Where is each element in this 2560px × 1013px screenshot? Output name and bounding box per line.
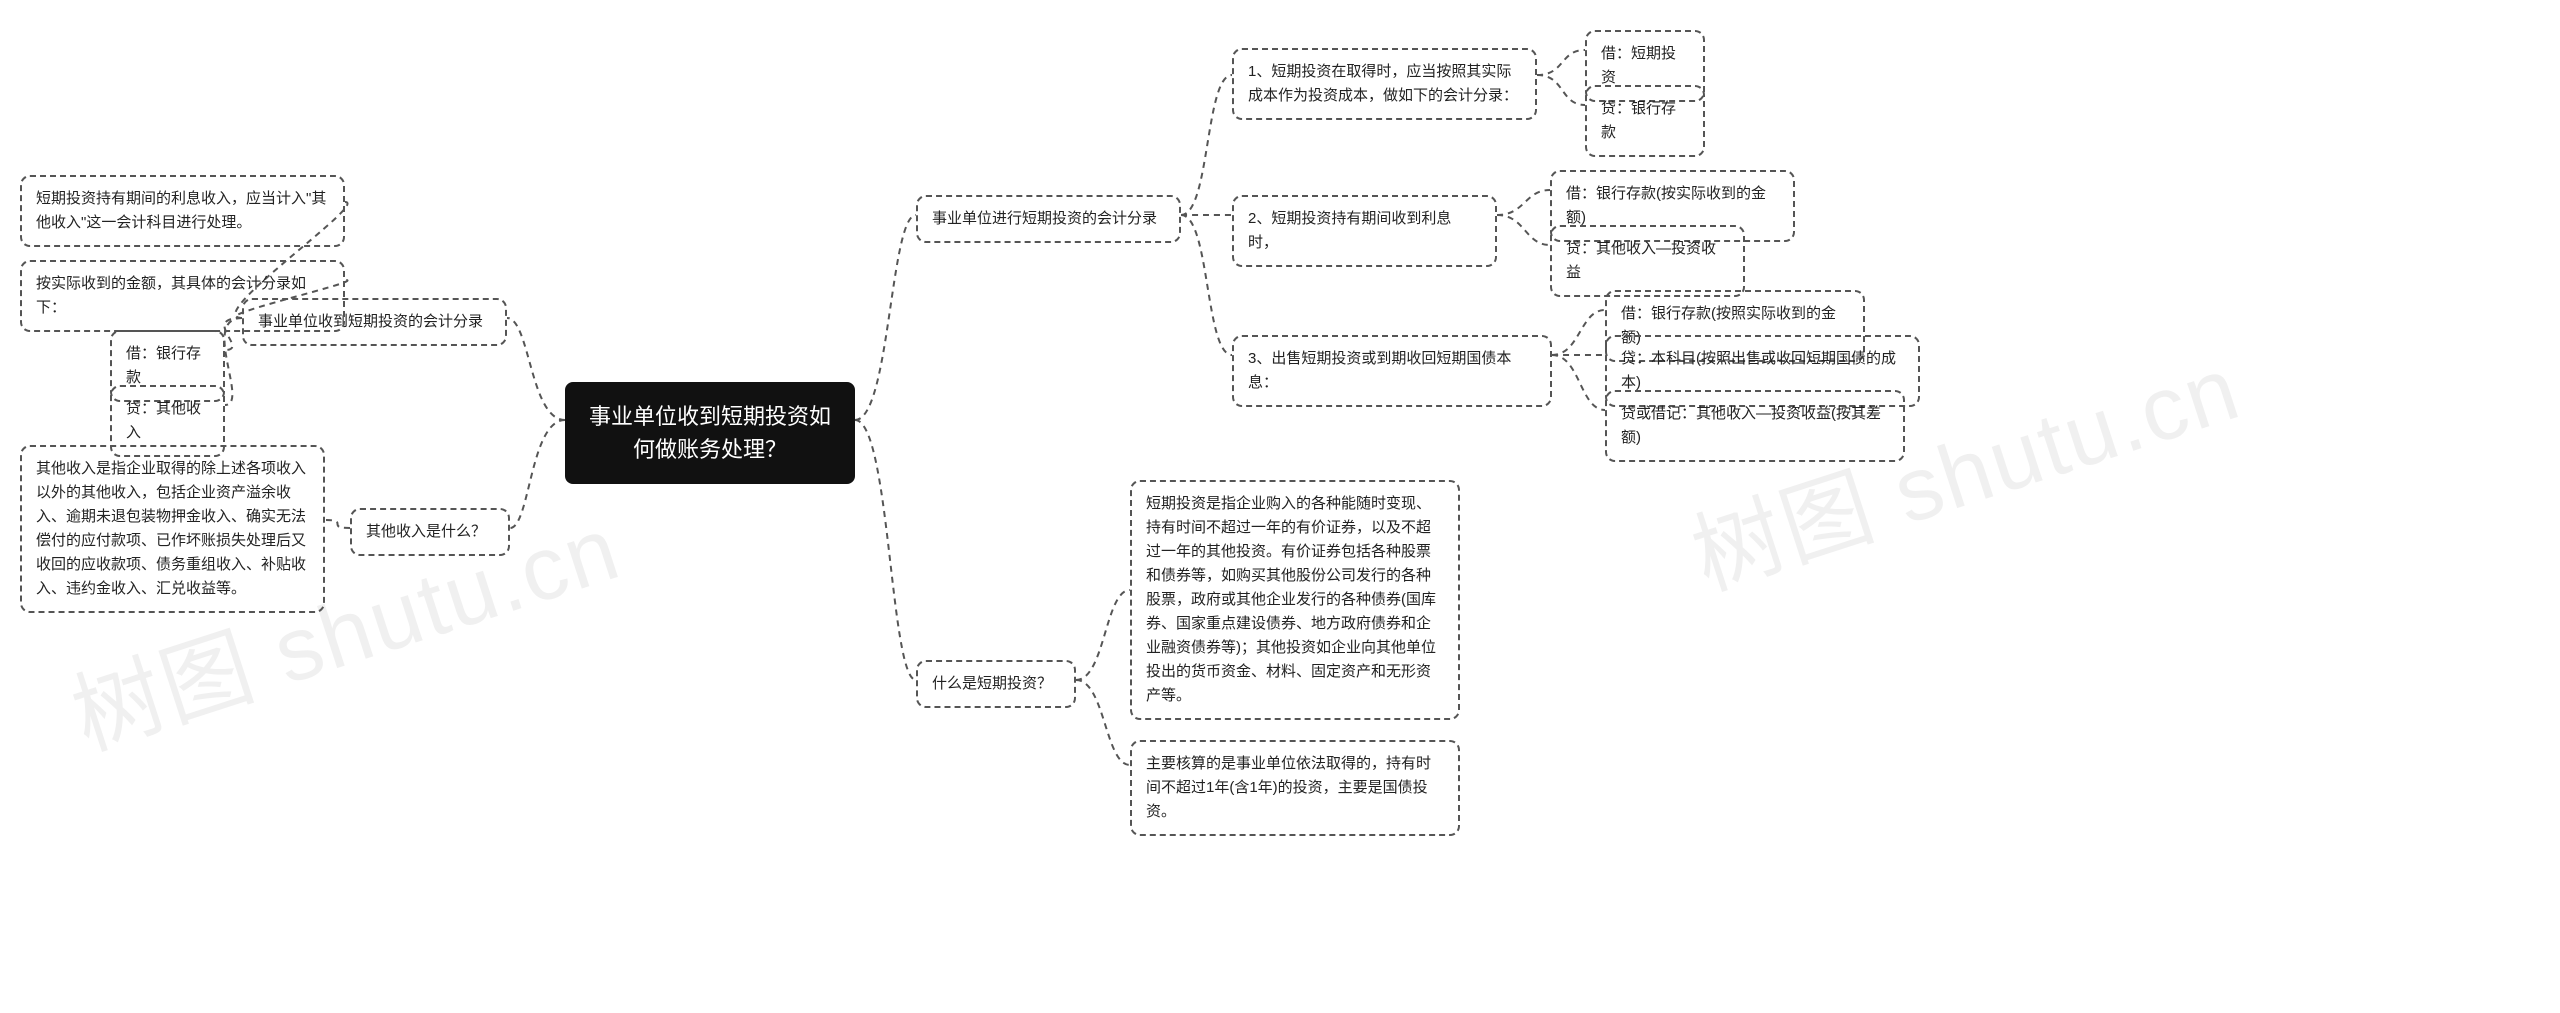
- leaf-node: 2、短期投资持有期间收到利息时，: [1232, 195, 1497, 267]
- leaf-node: 1、短期投资在取得时，应当按照其实际成本作为投资成本，做如下的会计分录：: [1232, 48, 1537, 120]
- leaf-node: 短期投资持有期间的利息收入，应当计入"其他收入"这一会计科目进行处理。: [20, 175, 345, 247]
- leaf-node: 主要核算的是事业单位依法取得的，持有时间不超过1年(含1年)的投资，主要是国债投…: [1130, 740, 1460, 836]
- leaf-node: 短期投资是指企业购入的各种能随时变现、持有时间不超过一年的有价证券，以及不超过一…: [1130, 480, 1460, 720]
- leaf-node: 贷：其他收入—投资收益: [1550, 225, 1745, 297]
- leaf-node: 其他收入是指企业取得的除上述各项收入以外的其他收入，包括企业资产溢余收入、逾期未…: [20, 445, 325, 613]
- leaf-node: 贷或借记：其他收入—投资收益(按其差额): [1605, 390, 1905, 462]
- leaf-node: 贷：银行存款: [1585, 85, 1705, 157]
- leaf-node: 3、出售短期投资或到期收回短期国债本息：: [1232, 335, 1552, 407]
- root-node: 事业单位收到短期投资如何做账务处理？: [565, 382, 855, 484]
- leaf-node: 按实际收到的金额，其具体的会计分录如下：: [20, 260, 345, 332]
- branch-right-2: 什么是短期投资？: [916, 660, 1076, 708]
- branch-left-2: 其他收入是什么？: [350, 508, 510, 556]
- branch-right-1: 事业单位进行短期投资的会计分录: [916, 195, 1181, 243]
